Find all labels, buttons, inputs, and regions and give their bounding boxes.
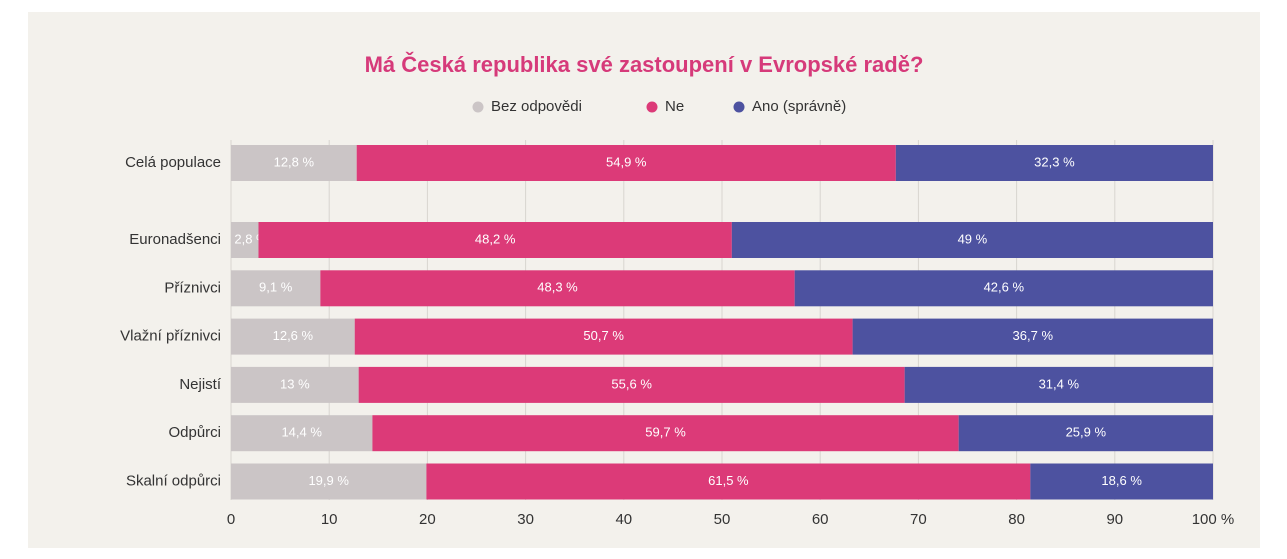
legend-marker: [646, 101, 658, 113]
data-label: 18,6 %: [1101, 473, 1142, 488]
bar-segment: [358, 366, 905, 403]
data-label: 31,4 %: [1039, 376, 1080, 391]
legend-marker: [472, 101, 484, 113]
bar-segment: [231, 463, 427, 500]
bar-segment: [852, 318, 1213, 355]
data-label: 59,7 %: [645, 425, 686, 440]
bar-segment: [231, 222, 259, 258]
bar-segment: [1030, 463, 1213, 500]
bar-segment: [354, 318, 853, 355]
data-label: 12,8 %: [274, 154, 315, 169]
data-label: 55,6 %: [611, 376, 652, 391]
data-label: 32,3 %: [1034, 154, 1075, 169]
legend-marker: [733, 101, 745, 113]
bar-segment: [231, 270, 321, 307]
bar-segment: [904, 366, 1213, 403]
data-label: 9,1 %: [259, 280, 293, 295]
data-label: 12,6 %: [273, 328, 314, 343]
bar-segment: [320, 270, 795, 307]
legend-label: Ne: [665, 98, 684, 115]
bar-segment: [958, 415, 1213, 452]
data-label: 42,6 %: [984, 280, 1025, 295]
bar-segment: [895, 145, 1213, 181]
bar-segment: [231, 366, 359, 403]
data-label: 48,3 %: [537, 280, 578, 295]
data-label: 48,2 %: [475, 231, 516, 246]
bar-segment: [372, 415, 959, 452]
data-label: 25,9 %: [1066, 425, 1107, 440]
x-tick-label: 50: [714, 511, 731, 528]
legend-label: Bez odpovědi: [491, 98, 582, 115]
data-label: 19,9 %: [308, 473, 349, 488]
x-tick-label: 70: [910, 511, 927, 528]
bar-segment: [426, 463, 1031, 500]
data-label: 50,7 %: [583, 328, 624, 343]
bar-segment: [794, 270, 1213, 307]
bar-segment: [356, 145, 896, 181]
y-tick-label: Vlažní příznivci: [120, 328, 221, 345]
x-tick-label: 0: [227, 511, 235, 528]
data-label: 36,7 %: [1013, 328, 1054, 343]
x-tick-label: 30: [517, 511, 534, 528]
x-tick-label: 20: [419, 511, 436, 528]
bar-segment: [258, 222, 732, 258]
data-label: 54,9 %: [606, 154, 647, 169]
data-label: 14,4 %: [281, 425, 322, 440]
y-tick-label: Euronadšenci: [129, 231, 221, 248]
y-tick-label: Příznivci: [164, 279, 221, 296]
x-tick-label: 60: [812, 511, 829, 528]
legend-label: Ano (správně): [752, 98, 846, 115]
y-tick-label: Odpůrci: [168, 424, 221, 441]
x-tick-label: 10: [321, 511, 338, 528]
bar-segment: [731, 222, 1213, 258]
y-tick-label: Celá populace: [125, 154, 221, 171]
chart-title: Má Česká republika své zastoupení v Evro…: [365, 52, 924, 77]
data-label: 13 %: [280, 376, 310, 391]
x-tick-label: 90: [1106, 511, 1123, 528]
x-tick-label: 40: [615, 511, 632, 528]
bar-segment: [231, 145, 357, 181]
data-label: 49 %: [958, 231, 988, 246]
x-tick-label: 80: [1008, 511, 1025, 528]
bar-segment: [231, 318, 355, 355]
bar-segment: [231, 415, 373, 452]
y-tick-label: Nejistí: [179, 376, 222, 393]
data-label: 61,5 %: [708, 473, 749, 488]
y-tick-label: Skalní odpůrci: [126, 472, 221, 489]
x-tick-label: 100 %: [1192, 511, 1235, 528]
